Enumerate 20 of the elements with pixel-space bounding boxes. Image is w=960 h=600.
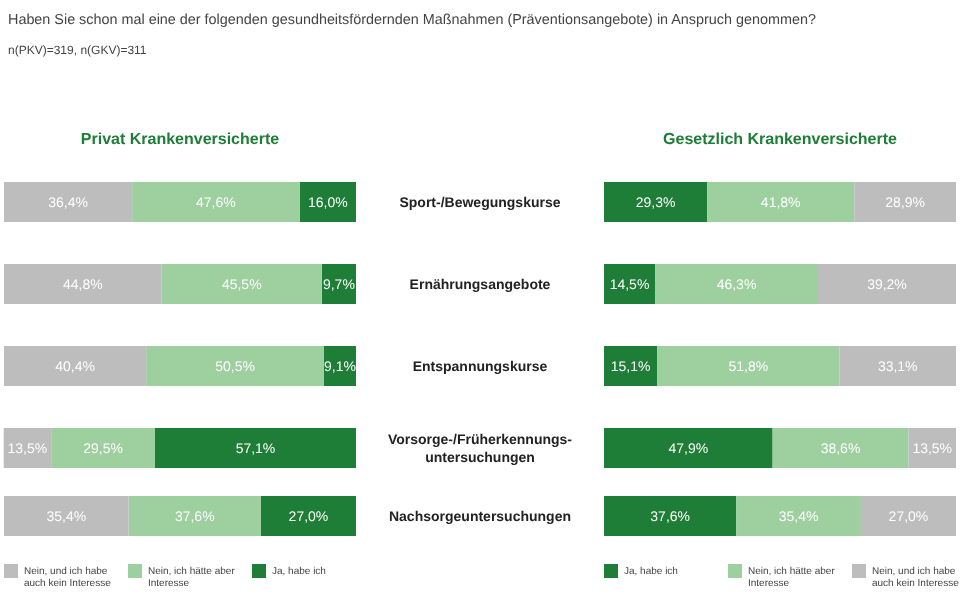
bar [4,264,162,304]
bar [132,182,300,222]
bar [155,428,356,468]
bar [146,346,324,386]
bar [657,346,840,386]
bar [604,182,708,222]
bar [655,264,819,304]
bar [839,346,956,386]
chart-title: Privat Krankenversicherte [80,130,281,148]
bar [4,182,133,222]
bar [604,428,773,468]
bar [51,428,156,468]
bar [818,264,956,304]
bar [161,264,322,304]
bar [707,182,855,222]
chart-title: Gesetzlich Krankenversicherte [663,130,899,148]
bar [772,428,909,468]
bar [604,346,658,386]
bar [4,346,147,386]
bar [854,182,956,222]
